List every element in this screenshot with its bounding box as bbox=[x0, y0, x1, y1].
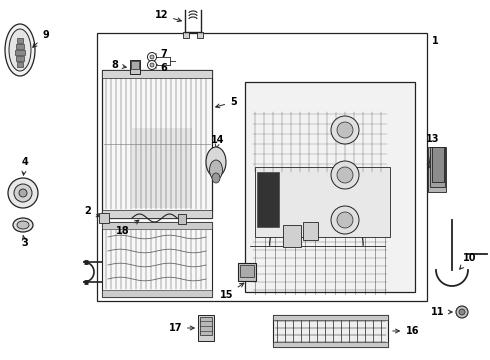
Text: 17: 17 bbox=[169, 323, 194, 333]
Ellipse shape bbox=[210, 160, 222, 180]
Bar bbox=[102, 210, 212, 218]
Bar bbox=[178, 214, 186, 224]
Ellipse shape bbox=[206, 147, 226, 177]
Bar bbox=[430, 147, 445, 187]
Bar bbox=[102, 290, 212, 297]
Circle shape bbox=[331, 116, 359, 144]
Bar bbox=[97, 33, 427, 301]
Bar bbox=[273, 315, 388, 320]
Circle shape bbox=[8, 178, 38, 208]
Circle shape bbox=[14, 184, 32, 202]
Bar bbox=[16, 56, 24, 61]
Bar bbox=[255, 167, 390, 237]
Bar bbox=[240, 265, 254, 277]
Bar bbox=[273, 315, 388, 347]
Bar bbox=[102, 70, 212, 78]
FancyBboxPatch shape bbox=[132, 128, 192, 208]
Ellipse shape bbox=[5, 24, 35, 76]
Bar bbox=[102, 222, 212, 297]
Text: 7: 7 bbox=[153, 49, 167, 59]
Bar bbox=[432, 147, 444, 182]
Bar bbox=[17, 38, 23, 43]
Text: 14: 14 bbox=[211, 135, 225, 148]
Circle shape bbox=[19, 189, 27, 197]
Bar bbox=[102, 70, 212, 218]
Text: 18: 18 bbox=[117, 220, 139, 236]
Bar bbox=[99, 213, 109, 223]
Bar bbox=[102, 222, 212, 229]
Bar bbox=[15, 50, 25, 55]
Text: 5: 5 bbox=[216, 97, 237, 108]
Text: 1: 1 bbox=[432, 36, 439, 46]
Bar bbox=[16, 44, 24, 49]
Bar bbox=[303, 222, 318, 240]
Bar bbox=[428, 147, 446, 192]
Circle shape bbox=[331, 161, 359, 189]
Circle shape bbox=[337, 122, 353, 138]
Circle shape bbox=[337, 212, 353, 228]
Ellipse shape bbox=[212, 173, 220, 183]
Text: 16: 16 bbox=[393, 326, 419, 336]
Bar bbox=[200, 317, 212, 335]
Circle shape bbox=[337, 167, 353, 183]
Circle shape bbox=[459, 309, 465, 315]
Text: 9: 9 bbox=[33, 30, 49, 47]
Text: 13: 13 bbox=[426, 134, 440, 168]
Circle shape bbox=[147, 53, 156, 62]
Circle shape bbox=[331, 206, 359, 234]
Bar bbox=[197, 32, 203, 38]
Bar bbox=[257, 172, 279, 227]
Bar bbox=[245, 82, 415, 292]
Text: 10: 10 bbox=[460, 253, 477, 269]
Circle shape bbox=[150, 63, 154, 67]
Bar bbox=[198, 315, 214, 341]
Circle shape bbox=[456, 306, 468, 318]
Ellipse shape bbox=[9, 29, 31, 71]
Text: 6: 6 bbox=[153, 63, 167, 73]
Text: 11: 11 bbox=[431, 307, 452, 317]
Bar bbox=[273, 342, 388, 347]
Bar bbox=[283, 225, 301, 247]
Circle shape bbox=[150, 55, 154, 59]
Text: 12: 12 bbox=[154, 10, 181, 22]
Text: 8: 8 bbox=[111, 60, 126, 70]
Ellipse shape bbox=[13, 218, 33, 232]
Text: 4: 4 bbox=[22, 157, 28, 175]
Bar bbox=[17, 62, 23, 67]
Bar bbox=[183, 32, 189, 38]
Bar bbox=[130, 60, 140, 74]
Text: 2: 2 bbox=[84, 206, 100, 217]
Bar bbox=[131, 61, 139, 69]
Text: 15: 15 bbox=[220, 283, 244, 300]
Bar bbox=[238, 263, 256, 281]
Text: 3: 3 bbox=[22, 235, 28, 248]
Circle shape bbox=[147, 60, 156, 69]
Ellipse shape bbox=[17, 221, 29, 229]
